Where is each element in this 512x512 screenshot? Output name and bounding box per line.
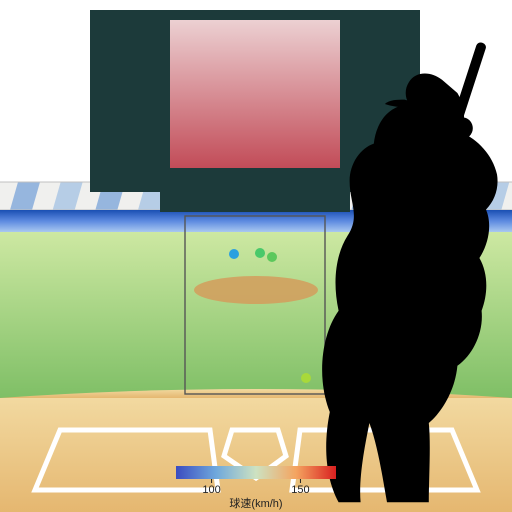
pitch-marker — [229, 249, 239, 259]
scoreboard-base — [160, 172, 350, 212]
pitch-marker — [301, 373, 311, 383]
colorbar-tick: 100 — [202, 484, 220, 496]
colorbar-label: 球速(km/h) — [229, 496, 282, 510]
colorbar — [176, 466, 336, 479]
pitch-marker — [267, 252, 277, 262]
baseball-pitch-chart: 100 150 球速(km/h) — [0, 0, 512, 512]
scoreboard-screen — [170, 20, 340, 168]
pitchers-mound — [194, 276, 318, 304]
pitch-marker — [255, 248, 265, 258]
colorbar-tick: 150 — [291, 484, 309, 496]
